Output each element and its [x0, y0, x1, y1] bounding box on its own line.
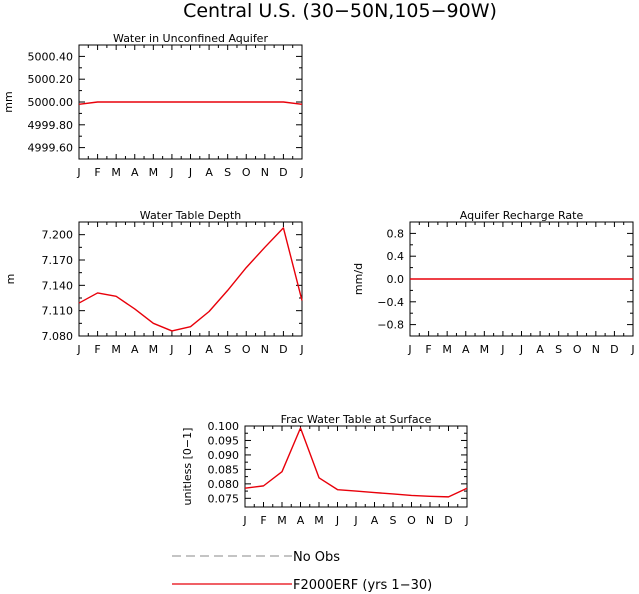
legend: No Obs F2000ERF (yrs 1−30) — [172, 550, 432, 593]
x-tick-label: D — [444, 514, 452, 527]
x-tick-label: A — [205, 166, 213, 179]
y-axis-label: mm/d — [352, 263, 365, 295]
y-tick-label: 0.100 — [208, 420, 240, 433]
x-tick-label: M — [149, 343, 159, 356]
panel-title: Aquifer Recharge Rate — [460, 209, 584, 222]
y-axis-label: unitless [0−1] — [181, 428, 194, 506]
x-tick-label: A — [297, 514, 305, 527]
x-tick-label: F — [94, 166, 100, 179]
x-tick-label: A — [205, 343, 213, 356]
x-tick-label: M — [149, 166, 159, 179]
y-tick-label: 7.110 — [42, 305, 74, 318]
x-tick-label: J — [76, 166, 80, 179]
x-tick-label: J — [242, 514, 246, 527]
x-tick-label: J — [407, 343, 411, 356]
x-tick-label: N — [426, 514, 434, 527]
y-tick-label: 4999.60 — [28, 142, 74, 155]
x-tick-label: N — [592, 343, 600, 356]
figure-title: Central U.S. (30−50N,105−90W) — [183, 0, 497, 22]
x-tick-label: J — [169, 343, 173, 356]
y-tick-label: 5000.00 — [28, 96, 74, 109]
panel-title: Water Table Depth — [140, 209, 241, 222]
x-tick-label: M — [111, 166, 121, 179]
x-tick-label: J — [464, 514, 468, 527]
x-tick-label: J — [188, 343, 192, 356]
y-tick-label: 7.200 — [42, 229, 74, 242]
x-tick-label: J — [169, 166, 173, 179]
x-tick-label: S — [555, 343, 562, 356]
x-tick-label: J — [335, 514, 339, 527]
y-tick-label: −0.4 — [377, 296, 404, 309]
y-tick-label: 5000.40 — [28, 50, 74, 63]
x-tick-label: S — [224, 166, 231, 179]
series-line-unconfined — [78, 101, 303, 105]
x-tick-label: J — [519, 343, 523, 356]
y-tick-label: 0.085 — [208, 463, 240, 476]
x-tick-label: D — [279, 166, 287, 179]
y-tick-label: 4999.80 — [28, 119, 74, 132]
plot-frame — [78, 221, 303, 337]
x-tick-label: F — [260, 514, 266, 527]
x-tick-label: M — [442, 343, 452, 356]
y-tick-label: 0.075 — [208, 492, 240, 505]
x-tick-label: N — [261, 343, 269, 356]
x-tick-label: O — [242, 166, 251, 179]
series-line-frac — [244, 427, 468, 498]
x-tick-label: J — [299, 343, 303, 356]
x-tick-label: S — [224, 343, 231, 356]
y-tick-label: 0.4 — [387, 250, 405, 263]
panel-title: Frac Water Table at Surface — [281, 413, 432, 426]
x-tick-label: F — [94, 343, 100, 356]
x-tick-label: D — [279, 343, 287, 356]
y-tick-label: 0.090 — [208, 449, 240, 462]
y-tick-label: 0.8 — [387, 227, 405, 240]
x-tick-label: M — [111, 343, 121, 356]
x-tick-label: J — [630, 343, 634, 356]
x-tick-label: J — [500, 343, 504, 356]
x-tick-label: J — [353, 514, 357, 527]
legend-obs-label: No Obs — [293, 550, 340, 565]
series-line-depth — [78, 227, 303, 332]
x-tick-label: D — [610, 343, 618, 356]
x-tick-label: O — [242, 343, 251, 356]
x-tick-label: O — [407, 514, 416, 527]
x-tick-label: M — [277, 514, 287, 527]
x-tick-label: A — [131, 166, 139, 179]
x-tick-label: O — [573, 343, 582, 356]
y-tick-label: 7.170 — [42, 254, 74, 267]
plot-frame — [244, 425, 468, 508]
y-axis-label: m — [4, 274, 17, 285]
y-axis-label: mm — [2, 91, 15, 112]
x-tick-label: A — [131, 343, 139, 356]
x-tick-label: J — [299, 166, 303, 179]
x-tick-label: N — [261, 166, 269, 179]
y-tick-label: 5000.20 — [28, 73, 74, 86]
x-tick-label: S — [390, 514, 397, 527]
y-tick-label: 7.080 — [42, 330, 74, 343]
y-tick-label: −0.8 — [377, 319, 404, 332]
x-tick-label: A — [371, 514, 379, 527]
x-tick-label: F — [425, 343, 431, 356]
y-tick-label: 0.095 — [208, 434, 240, 447]
y-tick-label: 7.140 — [42, 279, 74, 292]
x-tick-label: A — [536, 343, 544, 356]
x-tick-label: A — [462, 343, 470, 356]
x-tick-label: M — [480, 343, 490, 356]
y-tick-label: 0.080 — [208, 478, 240, 491]
x-tick-label: J — [188, 166, 192, 179]
panel-title: Water in Unconfined Aquifer — [113, 32, 268, 45]
x-tick-label: J — [76, 343, 80, 356]
y-tick-label: 0.0 — [387, 273, 405, 286]
legend-model-label: F2000ERF (yrs 1−30) — [293, 578, 432, 593]
x-tick-label: M — [314, 514, 324, 527]
